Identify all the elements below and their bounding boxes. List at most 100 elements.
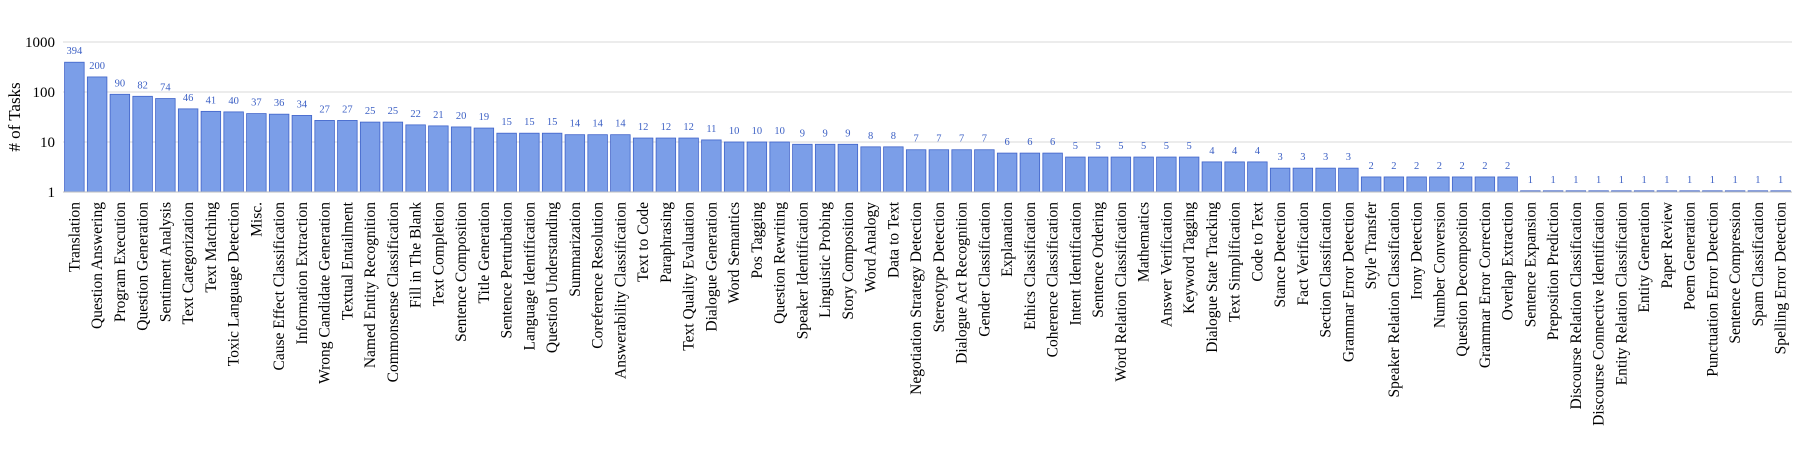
x-tick-label: Program Execution — [112, 202, 129, 322]
x-tick-label: Sentence Composition — [453, 202, 470, 342]
bar — [632, 137, 654, 193]
bar — [1178, 156, 1200, 193]
data-label: 1 — [1528, 175, 1533, 186]
x-tick-label: Spam Classification — [1750, 202, 1767, 327]
data-label: 46 — [183, 93, 194, 104]
data-label: 4 — [1232, 146, 1238, 157]
data-label: 1 — [1755, 175, 1760, 186]
x-tick-label: Mathematics — [1136, 202, 1153, 282]
x-tick-label: Pos Tagging — [749, 202, 766, 279]
x-tick-label: Data to Text — [885, 201, 902, 278]
x-tick-label: Sentiment Analysis — [157, 202, 174, 322]
bar — [655, 137, 677, 193]
x-tick-label: Summarization — [567, 202, 584, 297]
x-tick-label: Text Completion — [430, 202, 447, 307]
bar — [64, 61, 85, 193]
bar — [974, 149, 995, 193]
x-tick-label: Linguistic Probing — [817, 202, 834, 318]
x-tick-label: Answer Verification — [1158, 202, 1175, 327]
data-label: 14 — [570, 119, 581, 130]
data-label: 10 — [729, 126, 740, 137]
data-label: 9 — [823, 128, 828, 139]
data-label: 1 — [1733, 175, 1738, 186]
x-tick-label: Dialogue State Tracking — [1204, 202, 1221, 353]
bar — [359, 121, 381, 193]
data-label: 10 — [752, 126, 763, 137]
x-tick-label: Gender Classification — [976, 202, 993, 337]
x-tick-label: Word Semantics — [726, 202, 743, 304]
x-tick-label: Preposition Prediction — [1545, 202, 1562, 340]
bar — [1269, 167, 1291, 193]
data-label: 6 — [1050, 137, 1055, 148]
bar — [883, 146, 904, 193]
bar — [678, 137, 699, 193]
bar — [905, 149, 927, 193]
data-label: 3 — [1300, 152, 1305, 163]
x-tick-label: Sentence Ordering — [1090, 202, 1107, 318]
y-axis-label: # of Tasks — [5, 82, 24, 151]
x-tick-label: Speaker Identification — [794, 202, 811, 340]
data-label: 10 — [774, 126, 785, 137]
x-tick-label: Sentence Compression — [1727, 202, 1744, 344]
data-label: 36 — [274, 98, 285, 109]
x-tick-label: Information Extraction — [294, 202, 311, 345]
data-label: 1 — [1664, 175, 1669, 186]
data-label: 14 — [592, 119, 603, 130]
bar — [814, 143, 836, 193]
bar — [200, 110, 222, 193]
x-tick-label: Style Transfer — [1363, 201, 1380, 289]
data-label: 37 — [251, 98, 262, 109]
data-label: 90 — [115, 78, 126, 89]
data-label: 200 — [89, 61, 105, 72]
data-label: 12 — [683, 122, 694, 133]
data-label: 1 — [1573, 175, 1578, 186]
x-tick-label: Paraphrasing — [658, 202, 675, 283]
data-label: 5 — [1141, 141, 1146, 152]
x-tick-label: Dialogue Act Recognition — [954, 202, 971, 364]
data-label: 6 — [1027, 137, 1032, 148]
x-tick-label: Coreference Resolution — [590, 202, 607, 349]
data-label: 1 — [1596, 175, 1601, 186]
data-label: 11 — [706, 124, 716, 135]
x-tick-label: Negotiation Strategy Detection — [908, 202, 925, 395]
bar — [314, 120, 335, 193]
bar — [587, 134, 608, 193]
x-tick-label: Question Rewriting — [772, 202, 789, 324]
data-label: 34 — [297, 99, 308, 110]
x-tick-label: Word Analogy — [863, 202, 880, 293]
bar — [928, 149, 950, 193]
data-label: 1 — [1710, 175, 1715, 186]
data-label: 5 — [1187, 141, 1192, 152]
data-label: 12 — [638, 122, 649, 133]
bar — [86, 76, 108, 193]
y-tick-label: 10 — [40, 135, 55, 151]
x-tick-label: Grammar Error Detection — [1340, 202, 1357, 362]
x-tick-label: Toxic Language Detection — [226, 202, 243, 366]
bar — [746, 141, 768, 193]
bar — [291, 115, 313, 193]
bar — [769, 141, 790, 193]
x-tick-label: Wrong Candidate Generation — [317, 202, 334, 384]
bar — [1247, 161, 1268, 193]
data-label: 2 — [1369, 161, 1374, 172]
x-tick-label: Text Matching — [203, 202, 220, 293]
data-label: 25 — [365, 106, 376, 117]
x-tick-label: Discourse Relation Classification — [1568, 202, 1585, 410]
bar — [1065, 156, 1086, 193]
data-label: 41 — [206, 95, 217, 106]
x-tick-label: Section Classification — [1318, 202, 1335, 338]
data-label: 7 — [982, 134, 987, 145]
data-label: 1 — [1551, 175, 1556, 186]
bar — [405, 124, 426, 193]
y-tick-label: 100 — [33, 85, 56, 101]
bar — [792, 143, 813, 193]
x-tick-label: Commonsense Classification — [385, 202, 402, 383]
data-label: 19 — [479, 112, 490, 123]
bar — [1201, 161, 1223, 193]
bar — [109, 93, 131, 193]
data-label: 3 — [1323, 152, 1328, 163]
x-tick-label: Spelling Error Detection — [1773, 202, 1790, 355]
x-tick-label: Speaker Relation Classification — [1386, 202, 1403, 398]
data-label: 27 — [319, 104, 330, 115]
x-tick-label: Coherence Classification — [1045, 202, 1062, 358]
